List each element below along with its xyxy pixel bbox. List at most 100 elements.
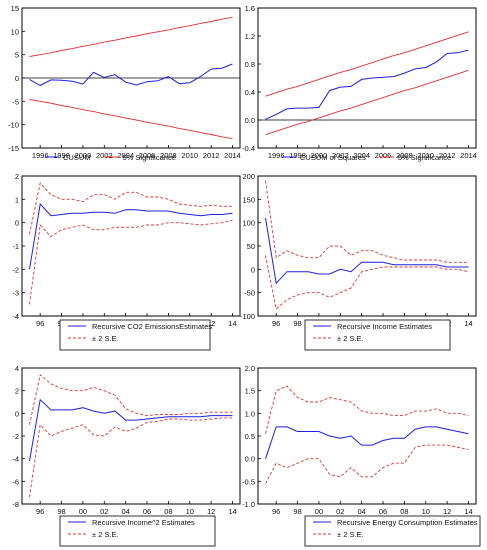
x-tick-label: 04	[121, 507, 129, 516]
legend-label: ± 2 S.E.	[337, 530, 364, 539]
x-tick-label: 2004	[117, 151, 134, 160]
x-tick-label: 2012	[203, 151, 220, 160]
legend-label: Recursive Income^2 Estimates	[92, 518, 195, 527]
chart-panel-1: -15 -10 -5 0 5 10 15 1996 1998 2000 2002 2004 2006 20…	[8, 4, 241, 162]
estimate-line	[29, 63, 233, 87]
x-tick-label: 10	[422, 507, 430, 516]
y-tick-label: 1.6	[245, 4, 255, 13]
x-tick-label: 14	[228, 507, 236, 516]
upper-bound-line	[265, 180, 469, 263]
x-tick-label: 00	[315, 507, 323, 516]
x-tick-label: 1998	[53, 151, 70, 160]
legend-box	[59, 319, 211, 351]
chart-panel-3: -4-3-2-101296980002040608101214Recursive…	[12, 172, 241, 351]
lower-bound-line	[265, 255, 469, 310]
legend-label: ± 2 S.E.	[337, 334, 364, 343]
legend-box	[304, 515, 481, 547]
x-tick-label: 08	[164, 507, 172, 516]
x-tick-label: 2010	[181, 151, 198, 160]
lower-bound-line	[265, 69, 469, 136]
x-tick-label: 1998	[289, 151, 306, 160]
x-tick-label: 2006	[375, 151, 392, 160]
legend-label: ± 2 S.E.	[92, 334, 119, 343]
y-tick-label: -1.0	[242, 500, 255, 509]
x-tick-label: 12	[207, 319, 215, 328]
chart-panel-4: -100-5005010015020096980002040608101214R…	[240, 172, 477, 351]
y-tick-label: 0.4	[245, 88, 255, 97]
estimate-line	[265, 49, 469, 120]
x-tick-label: 2008	[396, 151, 413, 160]
legend: CUSUM of Squares 5% Significance	[282, 153, 451, 162]
legend-label: Recursive CO2 EmissionsEstimates	[92, 322, 212, 331]
lower-bound-line	[265, 444, 469, 484]
plot-frame	[257, 7, 477, 149]
y-tick-label: 1.5	[245, 387, 255, 396]
x-tick-label: 2004	[353, 151, 370, 160]
y-tick-label: 2	[15, 387, 19, 396]
x-tick-label: 98	[57, 507, 65, 516]
estimate-line	[265, 217, 469, 285]
x-tick-label: 96	[36, 507, 44, 516]
legend-label: Recursive Energy Consumption Estimates	[337, 518, 478, 527]
x-tick-label: 00	[79, 507, 87, 516]
y-tick-label: -4	[12, 455, 19, 464]
y-tick-label: 0.0	[245, 116, 255, 125]
x-tick-label: 2010	[417, 151, 434, 160]
legend-box	[304, 319, 451, 351]
x-tick-label: 10	[186, 507, 194, 516]
x-tick-label: 2000	[311, 151, 328, 160]
x-tick-label: 2014	[460, 151, 477, 160]
estimate-line	[29, 202, 233, 270]
upper-bound-line	[29, 182, 233, 235]
x-tick-label: 1996	[268, 151, 285, 160]
y-tick-label: -8	[12, 500, 19, 509]
y-tick-label: -100	[240, 312, 255, 321]
y-tick-label: 50	[247, 242, 255, 251]
legend: Recursive Income^2 Estimates ± 2 S.E.	[59, 515, 216, 547]
y-tick-label: -15	[8, 144, 19, 153]
plot-frame	[21, 175, 241, 317]
x-tick-label: 96	[272, 507, 280, 516]
y-tick-label: -2	[12, 432, 19, 441]
estimate-line	[265, 426, 469, 459]
legend-label: 5% Significance	[123, 153, 176, 162]
y-tick-label: 4	[15, 364, 19, 373]
y-tick-label: -0.4	[242, 144, 255, 153]
lower-bound-line	[29, 417, 233, 498]
x-tick-label: 12	[207, 507, 215, 516]
x-tick-label: 98	[293, 319, 301, 328]
legend: Recursive Income Estimates ± 2 S.E.	[304, 319, 451, 351]
x-tick-label: 02	[100, 507, 108, 516]
y-tick-label: 100	[242, 219, 255, 228]
y-tick-label: 1	[15, 195, 19, 204]
x-tick-label: 2008	[160, 151, 177, 160]
y-tick-label: 0.5	[245, 432, 255, 441]
y-tick-label: 0.8	[245, 60, 255, 69]
x-tick-label: 2006	[139, 151, 156, 160]
x-tick-label: 1996	[32, 151, 49, 160]
y-tick-label: 0	[15, 74, 19, 83]
legend: CUSUM 5% Significance	[45, 153, 176, 162]
x-tick-label: 2012	[439, 151, 456, 160]
y-tick-label: -1	[12, 242, 19, 251]
x-tick-label: 2002	[96, 151, 113, 160]
y-tick-label: 200	[242, 172, 255, 181]
y-tick-label: -5	[12, 97, 19, 106]
y-tick-label: -4	[12, 312, 19, 321]
legend-label: 5% Significance	[398, 153, 451, 162]
legend-label: ± 2 S.E.	[92, 530, 119, 539]
upper-bound-line	[29, 373, 233, 425]
y-tick-label: 0	[15, 219, 19, 228]
lower-bound-line	[29, 219, 233, 305]
estimate-line	[29, 398, 233, 461]
y-tick-label: -10	[8, 121, 19, 130]
upper-bound-line	[29, 16, 233, 57]
y-tick-label: 15	[11, 4, 19, 13]
legend-label: Recursive Income Estimates	[337, 322, 432, 331]
y-tick-label: -2	[12, 265, 19, 274]
x-tick-label: 2014	[224, 151, 241, 160]
x-tick-label: 2002	[332, 151, 349, 160]
y-tick-label: -0.5	[242, 477, 255, 486]
